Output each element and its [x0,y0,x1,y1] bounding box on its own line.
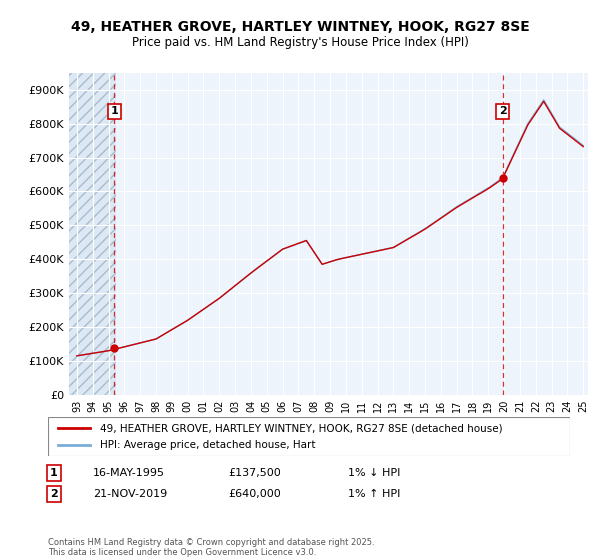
Text: 2: 2 [50,489,58,499]
Text: 1% ↓ HPI: 1% ↓ HPI [348,468,400,478]
Text: 21-NOV-2019: 21-NOV-2019 [93,489,167,499]
Text: £640,000: £640,000 [228,489,281,499]
Text: £137,500: £137,500 [228,468,281,478]
Text: 1% ↑ HPI: 1% ↑ HPI [348,489,400,499]
Text: 49, HEATHER GROVE, HARTLEY WINTNEY, HOOK, RG27 8SE (detached house): 49, HEATHER GROVE, HARTLEY WINTNEY, HOOK… [100,423,503,433]
Text: 49, HEATHER GROVE, HARTLEY WINTNEY, HOOK, RG27 8SE: 49, HEATHER GROVE, HARTLEY WINTNEY, HOOK… [71,20,529,34]
Text: Contains HM Land Registry data © Crown copyright and database right 2025.
This d: Contains HM Land Registry data © Crown c… [48,538,374,557]
Text: 1: 1 [110,106,118,116]
Text: HPI: Average price, detached house, Hart: HPI: Average price, detached house, Hart [100,440,316,450]
Text: Price paid vs. HM Land Registry's House Price Index (HPI): Price paid vs. HM Land Registry's House … [131,36,469,49]
Text: 16-MAY-1995: 16-MAY-1995 [93,468,165,478]
Text: 1: 1 [50,468,58,478]
Text: 2: 2 [499,106,506,116]
